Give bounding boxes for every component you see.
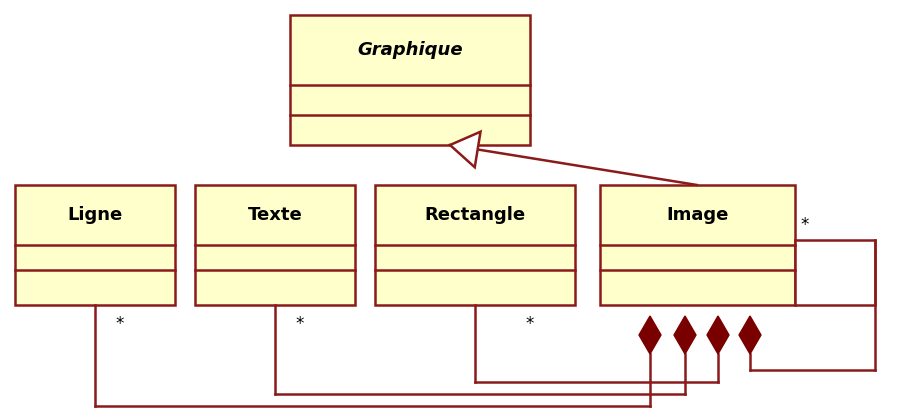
Text: *: *: [800, 216, 808, 234]
Bar: [600, 185, 795, 305]
Text: Texte: Texte: [247, 206, 302, 224]
Polygon shape: [450, 132, 480, 167]
Bar: [290, 15, 530, 145]
Polygon shape: [674, 316, 696, 354]
Bar: [795, 240, 875, 305]
Text: Ligne: Ligne: [68, 206, 122, 224]
Bar: [15, 185, 175, 305]
Text: Graphique: Graphique: [357, 41, 463, 59]
Text: *: *: [116, 315, 124, 333]
Bar: [195, 185, 355, 305]
Text: Rectangle: Rectangle: [425, 206, 526, 224]
Polygon shape: [707, 316, 729, 354]
Text: *: *: [296, 315, 304, 333]
Polygon shape: [739, 316, 761, 354]
Text: Image: Image: [666, 206, 729, 224]
Text: *: *: [526, 315, 534, 333]
Bar: [375, 185, 575, 305]
Polygon shape: [639, 316, 661, 354]
